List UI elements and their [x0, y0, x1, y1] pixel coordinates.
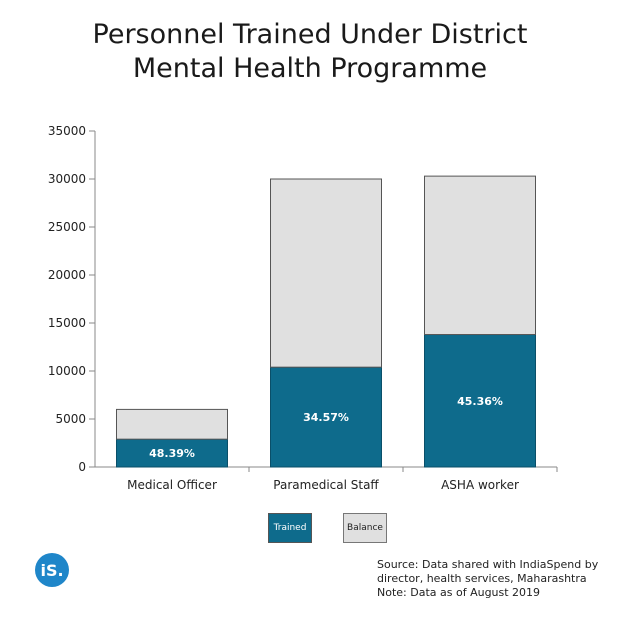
bar-balance-1 — [116, 408, 228, 440]
logo-text: iS. — [40, 560, 64, 580]
bar-balance-2 — [270, 178, 382, 368]
y-tick-label: 35000 — [48, 124, 86, 138]
legend-trained-label: Trained — [273, 523, 307, 533]
source-line-2: director, health services, Maharashtra — [377, 572, 587, 585]
chart-title: Personnel Trained Under District Mental … — [0, 18, 620, 86]
data-label: 48.39% — [149, 447, 195, 460]
source-line-3: Note: Data as of August 2019 — [377, 586, 541, 599]
x-category-label: ASHA worker — [441, 478, 519, 492]
chart-title-line-2: Mental Health Programme — [132, 53, 488, 84]
legend-balance-label: Balance — [347, 523, 383, 533]
y-tick-label: 30000 — [48, 172, 86, 186]
x-category-label: Paramedical Staff — [273, 478, 379, 492]
y-tick-label: 25000 — [48, 220, 86, 234]
bar-trained-1 — [116, 438, 228, 468]
y-tick-label: 0 — [78, 460, 86, 474]
source-line-1: Source: Data shared with IndiaSpend by — [377, 558, 599, 571]
source-note: Source: Data shared with IndiaSpend by d… — [377, 558, 598, 600]
x-category-label: Medical Officer — [127, 478, 217, 492]
legend-balance: Balance — [343, 513, 387, 543]
legend-trained: Trained — [268, 513, 312, 543]
y-tick-label: 20000 — [48, 268, 86, 282]
data-label: 34.57% — [303, 411, 349, 424]
data-label: 45.36% — [457, 395, 503, 408]
y-tick-label: 5000 — [55, 412, 86, 426]
chart-title-line-1: Personnel Trained Under District — [92, 19, 528, 50]
bar-trained-3 — [424, 334, 536, 468]
y-tick-label: 15000 — [48, 316, 86, 330]
bar-balance-3 — [424, 175, 536, 336]
indiaspend-logo: iS. — [35, 553, 69, 587]
y-tick-label: 10000 — [48, 364, 86, 378]
